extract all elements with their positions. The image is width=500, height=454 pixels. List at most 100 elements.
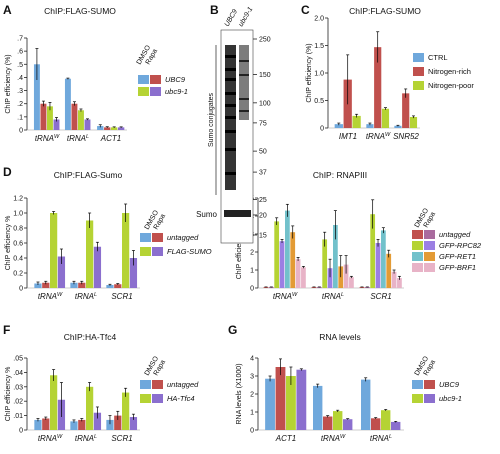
chart-a-bar — [104, 127, 111, 130]
chart-d-bar — [93, 246, 102, 288]
blot-band — [239, 74, 249, 76]
chart-a-y-tick-label: .1 — [17, 114, 23, 121]
chart-e-bar — [375, 243, 381, 288]
chart-f-legend-swatch — [152, 380, 163, 389]
chart-f-category-label: SCR1 — [111, 434, 132, 443]
chart-g-y-tick-label: 0 — [250, 428, 254, 435]
chart-e-bar — [290, 232, 296, 288]
chart-g-category-label: tRNAW — [321, 434, 346, 443]
chart-d-bar — [34, 283, 42, 288]
chart-a-legend-label: UBC9 — [165, 75, 186, 84]
chart-f-legend-label: HA-Tfc4 — [167, 394, 195, 403]
blot-band — [225, 55, 236, 58]
chart-e-bar — [397, 278, 402, 288]
chart-a-title: ChIP:FLAG-SUMO — [44, 6, 116, 16]
chart-c-category-label: tRNAW — [366, 132, 391, 141]
chart-e-bar — [327, 268, 333, 288]
chart-f-bar — [129, 417, 138, 430]
chart-a-bar — [78, 110, 84, 130]
chart-e-bar — [295, 259, 301, 288]
blot-mw-label: 250 — [259, 37, 271, 44]
chart-f-bar — [86, 386, 94, 430]
chart-e-bar — [364, 287, 370, 288]
chart-c-bar — [374, 47, 382, 128]
chart-a-y-tick-label: .5 — [17, 62, 23, 69]
chart-g-category-superscript: L — [389, 434, 392, 440]
blot-band — [225, 130, 236, 133]
chart-d-bar — [129, 258, 138, 288]
chart-e-legend-label: GFP-RPC82 — [439, 241, 482, 250]
blot-conjugates-label: Sumo conjugates — [208, 92, 215, 147]
chart-f-bar — [93, 412, 102, 430]
chart-e-legend-swatch — [424, 263, 435, 272]
chart-e-legend-label: GFP-RET1 — [439, 252, 476, 261]
chart-f-bar — [122, 392, 130, 430]
chart-f-y-tick-label: .02 — [13, 399, 23, 406]
chart-e-bar — [279, 241, 285, 288]
chart-g-legend-swatch — [424, 380, 435, 389]
chart-f-bar — [34, 419, 42, 430]
blot-mw-label: 50 — [259, 149, 267, 156]
chart-a-y-label: ChIP efficiency (%) — [5, 54, 12, 113]
chart-d-bar — [114, 284, 122, 288]
chart-d-y-tick-label: 0.8 — [13, 226, 23, 233]
chart-a-category-label: ACT1 — [100, 134, 121, 143]
chart-c-legend-swatch — [413, 53, 424, 62]
chart-d-y-label: ChIP efficiency % — [5, 216, 12, 271]
chart-c-category-name: SNR52 — [393, 132, 419, 141]
chart-f-bar — [106, 419, 114, 430]
chart-g-y-tick-label: 3 — [250, 374, 254, 381]
chart-g-bar — [343, 419, 353, 430]
chart-g-legend-swatch — [412, 394, 423, 403]
chart-g-bar — [361, 379, 371, 430]
chart-c-bar — [366, 124, 374, 128]
chart-f-category-name: tRNA — [38, 434, 57, 443]
chart-f-category-superscript: W — [57, 434, 63, 440]
chart-g-bar — [296, 369, 307, 430]
chart-e-category-label: SCR1 — [370, 292, 391, 301]
blot-band-free-sumo — [224, 210, 251, 217]
chart-a-category-name: tRNA — [67, 134, 86, 143]
panel-letter-f: F — [3, 323, 10, 337]
chart-d-legend-swatch — [140, 233, 151, 242]
chart-f-y-tick-label: .03 — [13, 384, 23, 391]
chart-f-legend-swatch — [152, 394, 163, 403]
blot-mw-label: 20 — [259, 212, 267, 219]
chart-g-bar — [333, 411, 343, 430]
chart-c-legend-label: CTRL — [428, 53, 448, 62]
chart-e-legend-swatch — [424, 252, 435, 261]
panel-letter-a: A — [3, 3, 12, 17]
chart-g-category-superscript: W — [340, 434, 346, 440]
chart-c-y-tick-label: 1.5 — [314, 43, 324, 50]
chart-f-legend-swatch — [140, 380, 151, 389]
blot-band — [225, 104, 236, 107]
chart-g-bar — [371, 418, 381, 430]
chart-e-bar — [285, 210, 290, 288]
blot-lane-label: ubc9-1 — [238, 6, 255, 28]
chart-g-y-label: RNA levels (X1000) — [236, 363, 243, 424]
blot-sumo-label: Sumo — [196, 210, 217, 219]
chart-e-legend-swatch — [424, 241, 435, 250]
chart-a-bar — [33, 64, 40, 130]
chart-f-bar — [50, 375, 58, 430]
chart-e-bar — [311, 287, 317, 288]
blot-band — [239, 60, 249, 62]
chart-d-category-name: tRNA — [75, 292, 94, 301]
chart-d-legend-swatch — [152, 247, 163, 256]
chart-c-legend-swatch — [413, 81, 424, 90]
chart-e-title: ChIP: RNAPIII — [313, 170, 367, 180]
chart-g-y-tick-label: 1 — [250, 410, 254, 417]
chart-e-legend-swatch — [412, 252, 423, 261]
panel-letter-b: B — [210, 3, 219, 17]
chart-a-bar — [117, 127, 125, 130]
chart-d-category-superscript: W — [57, 292, 63, 298]
chart-a-bar — [53, 119, 60, 130]
chart-a-y-tick-label: .3 — [17, 88, 23, 95]
chart-c-bar — [352, 115, 361, 128]
chart-a-y-tick-label: 0 — [19, 128, 23, 135]
blot-mw-label: 75 — [259, 120, 267, 127]
chart-d-category-label: tRNAL — [75, 292, 97, 301]
chart-f-category-superscript: L — [94, 434, 97, 440]
chart-e-y-tick-label: 2 — [250, 250, 254, 257]
